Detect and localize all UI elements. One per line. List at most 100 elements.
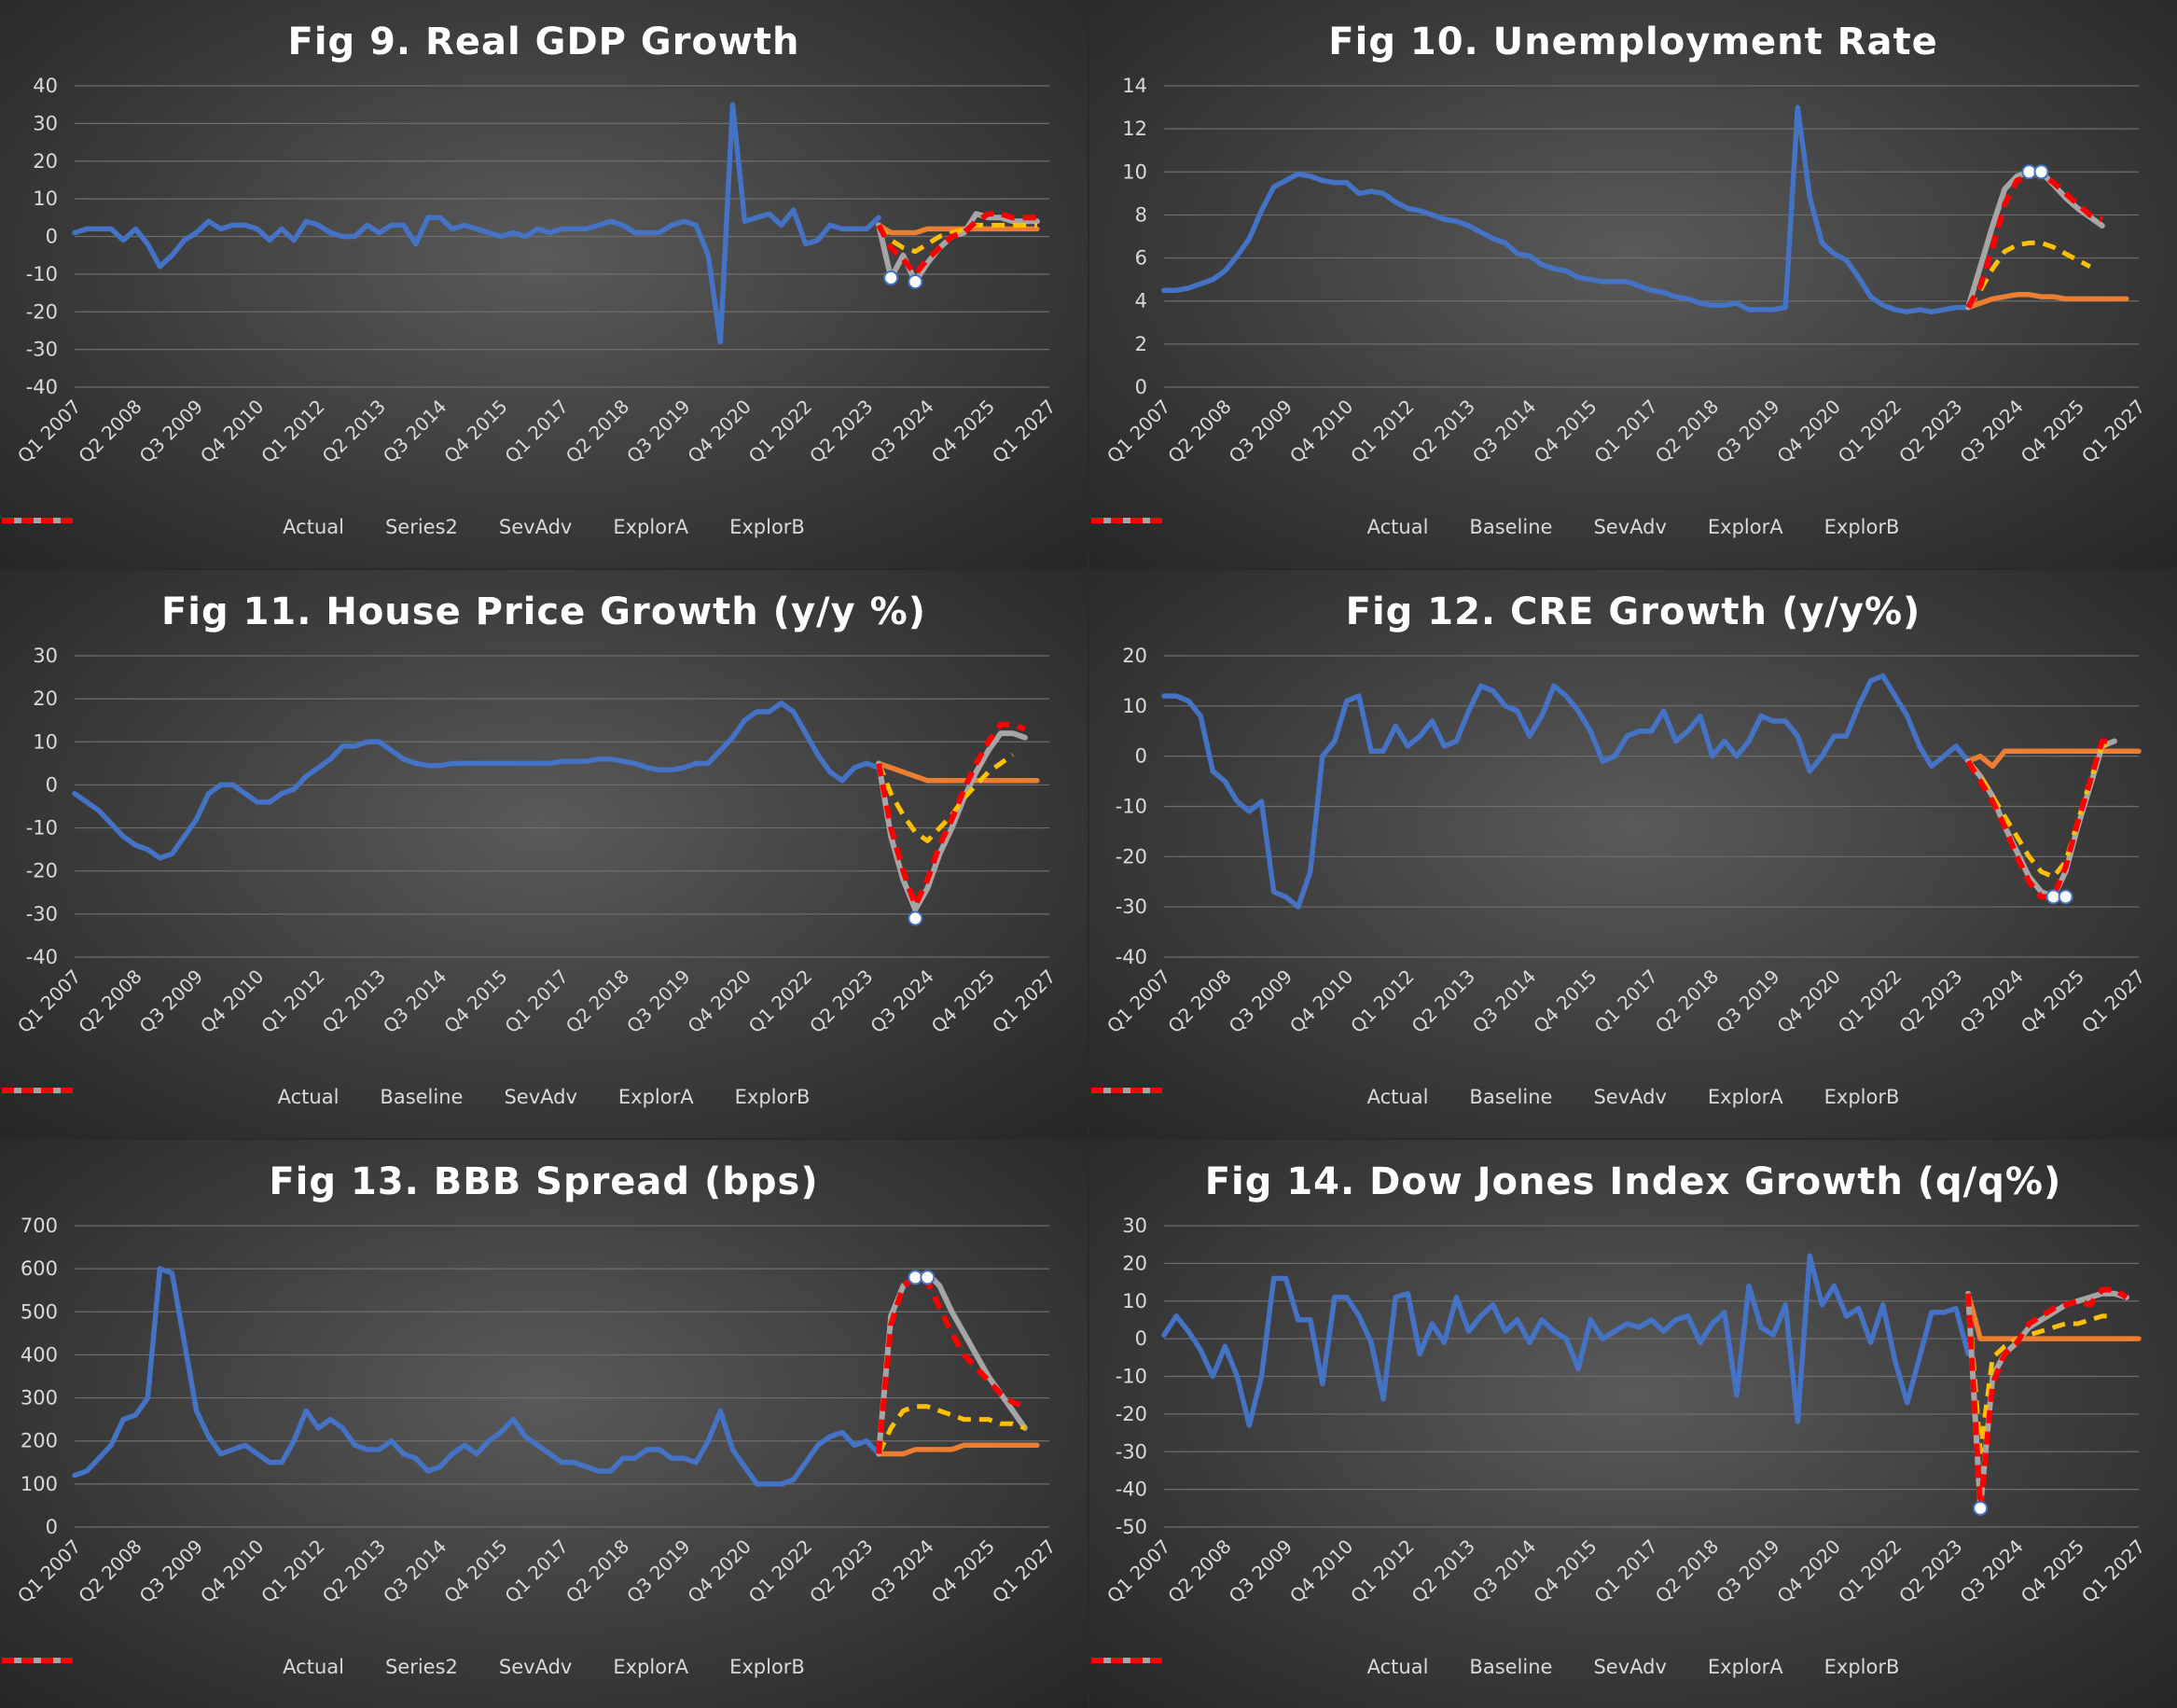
- data-point-marker: [908, 1270, 923, 1285]
- x-tick-label: Q1 2022: [1834, 965, 1907, 1038]
- legend-item: Series2: [2, 516, 458, 538]
- legend-label: ExplorB: [1823, 1656, 1900, 1678]
- x-tick-label: Q2 2008: [74, 396, 146, 468]
- legend-label: ExplorA: [613, 516, 689, 538]
- x-tick-label: Q3 2009: [135, 1535, 208, 1608]
- data-point-marker: [2045, 889, 2061, 905]
- y-tick-label: -40: [1116, 946, 1147, 968]
- y-tick-label: 4: [1135, 290, 1147, 312]
- legend-label: Baseline: [1469, 1656, 1553, 1678]
- legend-label: ExplorB: [734, 1086, 811, 1108]
- x-tick-label: Q4 2020: [1772, 965, 1845, 1038]
- y-tick-label: 0: [1135, 745, 1147, 768]
- legend-label: Actual: [283, 1656, 344, 1678]
- legend-label: Baseline: [380, 1086, 464, 1108]
- x-tick-label: Q3 2009: [1225, 965, 1297, 1038]
- x-tick-label: Q3 2014: [1468, 1535, 1541, 1608]
- x-tick-label: Q3 2019: [622, 1535, 695, 1608]
- series-line-actual: [72, 701, 881, 861]
- x-tick-label: Q3 2014: [379, 396, 451, 468]
- x-tick-label: Q2 2018: [562, 965, 634, 1038]
- x-tick-label: Q1 2017: [500, 396, 573, 468]
- data-point-marker: [920, 1270, 936, 1285]
- legend-label: SevAdv: [498, 1656, 573, 1678]
- legend-label: SevAdv: [1593, 1656, 1667, 1678]
- y-tick-label: -10: [1116, 796, 1147, 818]
- legend-label: SevAdv: [504, 1086, 577, 1108]
- x-tick-label: Q4 2010: [196, 965, 269, 1038]
- legend-label: ExplorB: [729, 516, 805, 538]
- x-tick-label: Q2 2023: [1894, 965, 1967, 1038]
- y-tick-label: 2: [1135, 333, 1147, 355]
- x-tick-label: Q4 2025: [927, 1535, 1000, 1608]
- x-tick-label: Q4 2020: [1772, 1535, 1845, 1608]
- x-tick-label: Q1 2027: [2077, 396, 2150, 468]
- y-tick-label: 500: [21, 1300, 58, 1323]
- chart-legend: Actual Baseline SevAdv ExplorA ExplorB: [1089, 516, 2177, 538]
- chart-legend: Actual Series2 SevAdv ExplorA ExplorB: [0, 1656, 1088, 1678]
- legend-item: Baseline: [2, 1086, 464, 1108]
- y-tick-label: 300: [21, 1387, 58, 1409]
- x-tick-label: Q4 2010: [1285, 965, 1358, 1038]
- series-line-baseline: [1965, 748, 2142, 770]
- data-point-marker: [908, 910, 923, 926]
- x-tick-label: Q2 2023: [805, 965, 878, 1038]
- x-tick-label: Q2 2008: [1163, 396, 1236, 468]
- y-tick-label: -20: [1116, 845, 1147, 868]
- x-tick-label: Q3 2024: [1955, 396, 2028, 468]
- legend-item: ExplorA: [2, 516, 689, 538]
- x-tick-label: Q4 2025: [927, 965, 1000, 1038]
- legend-label: Actual: [1366, 1086, 1429, 1108]
- legend-item: SevAdv: [2, 516, 572, 538]
- x-tick-label: Q1 2022: [744, 396, 817, 468]
- x-tick-label: Q4 2015: [439, 396, 512, 468]
- legend-label: SevAdv: [1593, 1086, 1667, 1108]
- series-line-actual: [72, 1266, 881, 1487]
- x-tick-label: Q4 2010: [1285, 1535, 1358, 1608]
- chart-title: Fig 9. Real GDP Growth: [287, 21, 800, 63]
- legend-swatch: [1091, 1658, 1162, 1663]
- legend-swatch: [2, 1088, 73, 1093]
- x-tick-label: Q1 2022: [744, 1535, 817, 1608]
- x-tick-label: Q1 2012: [1346, 1535, 1419, 1608]
- x-tick-label: Q4 2020: [1772, 396, 1845, 468]
- y-tick-label: -10: [1116, 1366, 1147, 1388]
- legend-label: Baseline: [1469, 1086, 1553, 1108]
- y-tick-label: 10: [1122, 695, 1147, 717]
- chart-title: Fig 13. BBB Spread (bps): [269, 1160, 819, 1203]
- legend-label: Baseline: [1469, 516, 1553, 538]
- y-tick-label: 40: [33, 75, 58, 97]
- series-line-explorb: [1965, 1286, 2128, 1511]
- x-tick-label: Q1 2027: [2077, 1535, 2150, 1608]
- x-tick-label: Q1 2012: [257, 1535, 329, 1608]
- x-tick-label: Q1 2027: [2077, 965, 2150, 1038]
- legend-label: ExplorB: [1823, 1086, 1900, 1108]
- legend-label: ExplorB: [1823, 516, 1900, 538]
- x-tick-label: Q4 2010: [196, 1535, 269, 1608]
- legend-item: ExplorA: [1091, 1656, 1783, 1678]
- x-tick-label: Q4 2025: [2017, 396, 2089, 468]
- series-line-series2: [876, 1442, 1040, 1457]
- chart-legend: Actual Baseline SevAdv ExplorA ExplorB: [1089, 1656, 2177, 1678]
- y-tick-label: -20: [1116, 1403, 1147, 1425]
- data-point-marker: [2058, 889, 2073, 905]
- y-tick-label: 600: [21, 1257, 58, 1280]
- y-tick-label: 20: [1122, 1252, 1147, 1274]
- y-tick-label: 200: [21, 1430, 58, 1452]
- data-point-marker: [2021, 164, 2037, 180]
- x-tick-label: Q3 2009: [135, 396, 208, 468]
- legend-item: ExplorB: [1091, 1086, 1900, 1108]
- chart-title: Fig 11. House Price Growth (y/y %): [160, 590, 927, 633]
- y-tick-label: -10: [26, 817, 58, 840]
- x-tick-label: Q1 2027: [988, 396, 1061, 468]
- x-tick-label: Q1 2012: [257, 965, 329, 1038]
- y-tick-label: 10: [1122, 160, 1147, 183]
- y-tick-label: 10: [33, 730, 58, 753]
- y-tick-label: 100: [21, 1473, 58, 1495]
- x-tick-label: Q3 2019: [1712, 965, 1784, 1038]
- legend-item: Actual: [2, 1086, 339, 1108]
- series-line-actual: [1161, 1253, 1971, 1428]
- chart-title: Fig 12. CRE Growth (y/y%): [1345, 590, 1921, 633]
